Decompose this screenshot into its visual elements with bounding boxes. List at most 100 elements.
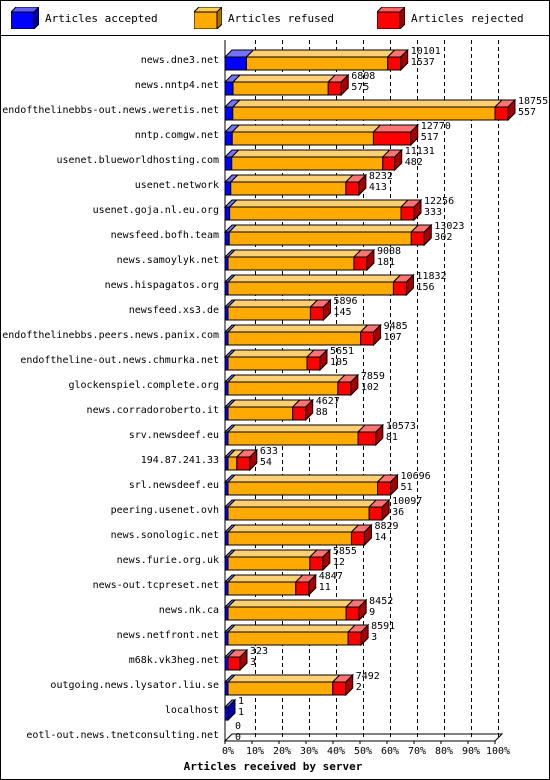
bar-refused-face bbox=[227, 331, 362, 346]
bar-rejected-cap bbox=[344, 599, 368, 621]
value-label-top: 9485 bbox=[384, 321, 408, 332]
bar-refused-top bbox=[226, 624, 357, 633]
category-label: srv.newsdeef.eu bbox=[129, 430, 219, 441]
bar-refused-top bbox=[231, 124, 382, 133]
bar-side bbox=[390, 473, 399, 497]
bar-refused-top bbox=[226, 399, 301, 408]
legend-item-accepted: Articles accepted bbox=[11, 7, 158, 29]
bar-refused-face bbox=[227, 581, 297, 596]
value-label-top: 8829 bbox=[374, 521, 398, 532]
bar-refused-face bbox=[227, 381, 339, 396]
bar-accepted-face bbox=[224, 106, 234, 121]
value-label-bottom: 9 bbox=[369, 607, 375, 618]
bar-refused bbox=[228, 224, 420, 246]
bar-refused-top bbox=[226, 374, 347, 383]
bar-refused-face bbox=[228, 231, 412, 246]
bar-rejected-cap-face bbox=[327, 81, 342, 96]
category-label: news.hispagatos.org bbox=[105, 280, 219, 291]
category-label: localhost bbox=[165, 705, 219, 716]
bar-refused-face bbox=[229, 206, 402, 221]
bar-side bbox=[350, 373, 359, 397]
category-label: news-out.tcpreset.net bbox=[93, 580, 219, 591]
category-label: news.samoylyk.net bbox=[117, 255, 219, 266]
value-label-bottom: 105 bbox=[330, 357, 348, 368]
x-tick-label: 50% bbox=[354, 746, 372, 757]
legend-label-accepted: Articles accepted bbox=[45, 11, 158, 25]
value-label-bottom: 413 bbox=[369, 182, 387, 193]
value-label-top: 18755 bbox=[518, 96, 548, 107]
value-label-bottom: 575 bbox=[351, 82, 369, 93]
bar-side bbox=[363, 523, 372, 547]
value-label-bottom: 156 bbox=[416, 282, 434, 293]
bar-side bbox=[319, 348, 328, 372]
bar-rejected-face bbox=[372, 131, 412, 146]
bar-refused-top bbox=[226, 599, 355, 608]
bar-refused bbox=[228, 199, 410, 221]
x-tick-label: 100% bbox=[486, 746, 510, 757]
bar-refused-face bbox=[230, 181, 347, 196]
bar-side bbox=[358, 598, 367, 622]
bar-refused-face bbox=[227, 481, 379, 496]
bar-refused bbox=[226, 524, 360, 546]
value-label-bottom: 0 bbox=[235, 732, 241, 743]
value-label-top: 12770 bbox=[421, 121, 451, 132]
bar-accepted-face bbox=[224, 206, 231, 221]
value-label-top: 8591 bbox=[371, 621, 395, 632]
value-label-top: 9008 bbox=[377, 246, 401, 257]
bar-refused-face bbox=[227, 256, 355, 271]
legend-label-refused: Articles refused bbox=[228, 11, 334, 25]
bar-refused-face bbox=[232, 106, 496, 121]
bar-side bbox=[249, 448, 258, 472]
bar-refused-top bbox=[226, 249, 363, 258]
bar-rejected-cap-face bbox=[387, 56, 402, 71]
legend-label-rejected: Articles rejected bbox=[411, 11, 524, 25]
category-label: news.dne3.net bbox=[141, 55, 219, 66]
bar-refused bbox=[226, 399, 301, 421]
bar-refused bbox=[231, 74, 337, 96]
bar-rejected-cap-face bbox=[350, 531, 365, 546]
bar-rejected-cap-face bbox=[494, 106, 509, 121]
value-label-top: 6808 bbox=[351, 71, 375, 82]
legend-swatch-refused bbox=[194, 7, 222, 29]
bar-rejected-cap-face bbox=[309, 306, 324, 321]
x-tick-label: 60% bbox=[381, 746, 399, 757]
value-label-bottom: 12 bbox=[333, 557, 345, 568]
category-label: usenet.network bbox=[135, 180, 219, 191]
bar-rejected-cap bbox=[399, 199, 423, 221]
bar-accepted-face bbox=[224, 156, 233, 171]
value-label-top: 4627 bbox=[316, 396, 340, 407]
bar-rejected bbox=[381, 149, 403, 171]
bar-side bbox=[345, 673, 354, 697]
bar-refused-top bbox=[226, 549, 319, 558]
bar-side bbox=[360, 623, 369, 647]
bar-refused-top bbox=[226, 524, 360, 533]
bar-refused bbox=[231, 124, 382, 146]
value-label-top: 12256 bbox=[424, 196, 454, 207]
bar-refused-top bbox=[226, 674, 341, 683]
bar-refused-face bbox=[232, 81, 329, 96]
bar-side bbox=[381, 498, 390, 522]
bar-side bbox=[305, 398, 314, 422]
category-label: usenet.goja.nl.eu.org bbox=[93, 205, 219, 216]
category-label: srl.newsdeef.eu bbox=[129, 480, 219, 491]
bar-refused bbox=[226, 474, 386, 496]
bar-refused bbox=[226, 599, 355, 621]
bar-rejected-cap bbox=[308, 549, 332, 571]
bar-refused-top bbox=[228, 199, 410, 208]
value-label-top: 10101 bbox=[411, 46, 441, 57]
bar-side bbox=[227, 698, 236, 722]
category-label: news.sonologic.net bbox=[111, 530, 219, 541]
bar-rejected-cap-face bbox=[377, 481, 392, 496]
bar-side bbox=[405, 273, 414, 297]
bar-side bbox=[322, 298, 331, 322]
bar-rejected-cap-face bbox=[392, 281, 407, 296]
bar-refused-face bbox=[227, 531, 352, 546]
bar-side bbox=[423, 223, 432, 247]
value-label-top: 10097 bbox=[392, 496, 422, 507]
value-label-top: 7859 bbox=[361, 371, 385, 382]
bar-refused-face bbox=[227, 631, 349, 646]
bar-side bbox=[394, 148, 403, 172]
bar-refused-face bbox=[227, 456, 238, 471]
category-label: news.nk.ca bbox=[159, 605, 219, 616]
